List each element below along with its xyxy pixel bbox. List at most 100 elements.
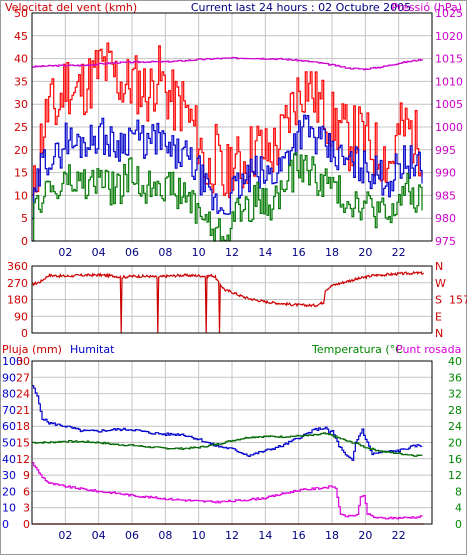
direction-tick-label: 0 — [21, 327, 28, 340]
current-direction-value: 157 — [449, 294, 467, 307]
x-tick-label: 16 — [292, 246, 306, 259]
temperature-tick-label: 32 — [448, 388, 462, 401]
rain-tick-label: 24 — [16, 388, 30, 401]
x-tick-label: 12 — [225, 246, 239, 259]
wind-average-line — [32, 114, 423, 220]
compass-tick-label: N — [435, 327, 443, 340]
humidity-plot-frame — [31, 360, 433, 525]
rain-tick-label: 21 — [16, 404, 30, 417]
pressure-tick-label: 1015 — [435, 53, 463, 66]
temperature-tick-label: 40 — [448, 355, 462, 368]
x-tick-label: 10 — [192, 529, 206, 542]
humidity-line — [32, 385, 423, 461]
humidity-axis-title: Humitat — [70, 343, 115, 356]
x-tick-label: 20 — [358, 529, 372, 542]
x-tick-label: 04 — [92, 246, 106, 259]
wind-tick-label: 35 — [14, 75, 28, 88]
humidity-tick-label: 90 — [2, 371, 16, 384]
direction-tick-label: 270 — [7, 277, 28, 290]
temperature-tick-label: 4 — [455, 502, 462, 515]
pressure-tick-label: 985 — [435, 189, 456, 202]
wind-minimum-line — [32, 152, 423, 242]
wind-tick-label: 5 — [21, 212, 28, 225]
humidity-tick-label: 80 — [2, 388, 16, 401]
direction-plot-frame — [31, 265, 433, 334]
wind-tick-label: 30 — [14, 98, 28, 111]
rain-tick-label: 27 — [16, 371, 30, 384]
humidity-tick-label: 40 — [2, 453, 16, 466]
x-tick-label: 10 — [192, 246, 206, 259]
x-tick-label: 08 — [158, 246, 172, 259]
x-tick-label: 22 — [392, 529, 406, 542]
rain-tick-label: 15 — [16, 437, 30, 450]
pressure-tick-label: 995 — [435, 144, 456, 157]
humidity-tick-label: 50 — [2, 437, 16, 450]
temperature-tick-label: 12 — [448, 469, 462, 482]
temperature-tick-label: 24 — [448, 420, 462, 433]
temperature-tick-label: 8 — [455, 485, 462, 498]
pressure-axis-title: Pressió (hPa) — [391, 1, 462, 14]
pressure-tick-label: 1005 — [435, 98, 463, 111]
pressure-tick-label: 1010 — [435, 75, 463, 88]
wind-tick-label: 10 — [14, 189, 28, 202]
humidity-tick-label: 0 — [2, 518, 9, 531]
compass-tick-label: W — [435, 277, 446, 290]
rain-tick-label: 0 — [23, 518, 30, 531]
x-tick-label: 12 — [225, 529, 239, 542]
rain-axis-title: Pluja (mm) — [2, 343, 62, 356]
x-tick-label: 06 — [125, 529, 139, 542]
rain-tick-label: 18 — [16, 420, 30, 433]
temperature-tick-label: 36 — [448, 371, 462, 384]
rain-tick-label: 9 — [23, 469, 30, 482]
x-tick-label: 02 — [58, 529, 72, 542]
humidity-tick-label: 70 — [2, 404, 16, 417]
compass-tick-label: S — [435, 294, 442, 307]
wind-tick-label: 40 — [14, 53, 28, 66]
wind-tick-label: 15 — [14, 167, 28, 180]
x-tick-label: 22 — [392, 246, 406, 259]
rain-tick-label: 6 — [23, 485, 30, 498]
temperature-tick-label: 20 — [448, 437, 462, 450]
wind-tick-label: 0 — [21, 235, 28, 248]
rain-tick-label: 30 — [16, 355, 30, 368]
humidity-tick-label: 60 — [2, 420, 16, 433]
rain-tick-label: 12 — [16, 453, 30, 466]
compass-tick-label: N — [435, 260, 443, 273]
humidity-tick-label: 10 — [2, 502, 16, 515]
temperature-axis-title: Temperatura (°C — [311, 343, 403, 356]
wind-tick-label: 20 — [14, 144, 28, 157]
pressure-tick-label: 1000 — [435, 121, 463, 134]
direction-tick-label: 180 — [7, 294, 28, 307]
pressure-tick-label: 990 — [435, 167, 456, 180]
wind-tick-label: 50 — [14, 7, 28, 20]
pressure-tick-label: 980 — [435, 212, 456, 225]
pressure-tick-label: 1020 — [435, 30, 463, 43]
x-tick-label: 14 — [258, 246, 272, 259]
temperature-line — [32, 432, 423, 457]
rain-tick-label: 3 — [23, 502, 30, 515]
humidity-tick-label: 20 — [2, 485, 16, 498]
x-tick-label: 20 — [358, 246, 372, 259]
x-tick-label: 16 — [292, 529, 306, 542]
direction-tick-label: 90 — [14, 310, 28, 323]
humidity-tick-label: 100 — [2, 355, 23, 368]
wind-axis-title: Velocitat del vent (kmh) — [5, 1, 137, 14]
direction-tick-label: 360 — [7, 260, 28, 273]
pressure-line — [32, 56, 423, 71]
dew-point-line — [32, 462, 423, 520]
x-tick-label: 18 — [325, 529, 339, 542]
x-tick-label: 06 — [125, 246, 139, 259]
dew-point-axis-title: Punt rosada — [396, 343, 461, 356]
humidity-tick-label: 30 — [2, 469, 16, 482]
pressure-tick-label: 975 — [435, 235, 456, 248]
temperature-tick-label: 0 — [455, 518, 462, 531]
x-tick-label: 14 — [258, 529, 272, 542]
wind-tick-label: 25 — [14, 121, 28, 134]
wind-direction-line — [31, 270, 425, 334]
x-tick-label: 02 — [58, 246, 72, 259]
wind-tick-label: 45 — [14, 30, 28, 43]
temperature-tick-label: 28 — [448, 404, 462, 417]
x-tick-label: 04 — [92, 529, 106, 542]
